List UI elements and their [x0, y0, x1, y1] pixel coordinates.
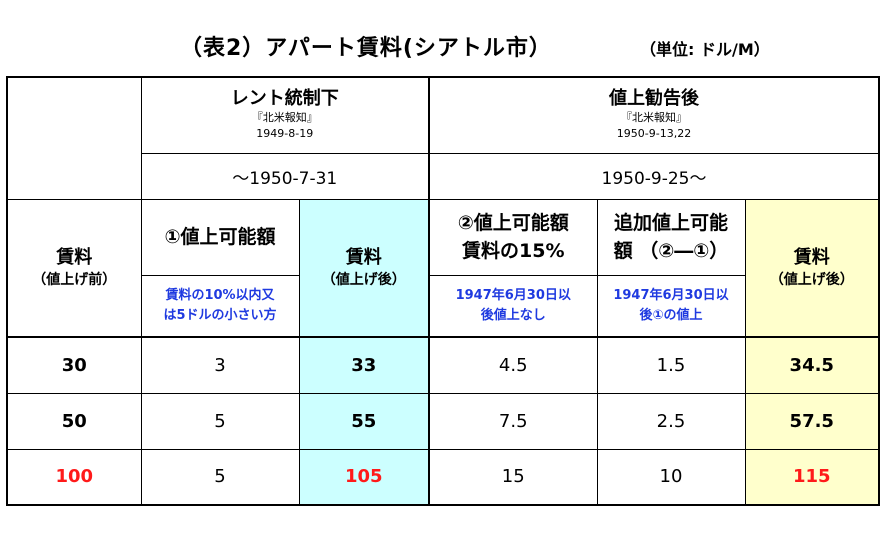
page-title: （表2）アパート賃料(シアトル市）	[180, 36, 552, 61]
col-increase2-note-line1: 1947年6月30日以	[455, 287, 571, 303]
col-additional-header: 追加値上可能 額 （②―①）	[597, 199, 746, 276]
rent-before-cell: 30	[6, 337, 142, 394]
unit-label: （単位: ドル/M）	[640, 40, 770, 59]
col-rent-after2-header: 賃料 （値上げ後）	[745, 199, 881, 338]
recommendation-title: 値上勧告後	[609, 88, 700, 110]
increase2-cell: 15	[429, 449, 598, 506]
increase1-cell: 5	[141, 393, 300, 450]
additional-cell: 2.5	[597, 393, 746, 450]
table-row: 50 5 55 7.5 2.5 57.5	[6, 393, 881, 450]
col-increase1-note-line2: は5ドルの小さい方	[163, 307, 277, 323]
rent-after2-cell: 115	[745, 449, 881, 506]
rent-control-header: レント統制下 『北米報知』 1949-8-19	[141, 76, 430, 154]
rent-after2-cell: 57.5	[745, 393, 881, 450]
col-additional-note-line2: 後①の値上	[639, 307, 703, 323]
corner-cell	[6, 76, 142, 200]
recommendation-period: 1950-9-25～	[429, 153, 881, 200]
additional-cell: 10	[597, 449, 746, 506]
col-rent-before-header: 賃料 （値上げ前）	[6, 199, 142, 338]
rent-after1-cell: 105	[299, 449, 430, 506]
rent-table: レント統制下 『北米報知』 1949-8-19 値上勧告後 『北米報知』 195…	[6, 76, 881, 506]
increase1-cell: 5	[141, 449, 300, 506]
col-rent-after2-label: 賃料	[793, 246, 830, 268]
col-rent-after1-label: 賃料	[345, 246, 382, 268]
col-additional-sublabel: 額 （②―①）	[613, 240, 729, 262]
recommendation-source: 『北米報知』	[621, 111, 688, 125]
col-increase1-note: 賃料の10%以内又 は5ドルの小さい方	[141, 275, 300, 338]
col-rent-after2-sublabel: （値上げ後）	[769, 271, 854, 288]
recommendation-header: 値上勧告後 『北米報知』 1950-9-13,22	[429, 76, 881, 154]
table-row: 30 3 33 4.5 1.5 34.5	[6, 337, 881, 394]
rent-before-cell: 100	[6, 449, 142, 506]
col-additional-label: 追加値上可能	[613, 212, 728, 234]
rent-control-title: レント統制下	[230, 88, 339, 110]
col-rent-after1-sublabel: （値上げ後）	[321, 271, 406, 288]
col-rent-before-label: 賃料	[56, 246, 93, 268]
col-rent-after1-header: 賃料 （値上げ後）	[299, 199, 430, 338]
increase1-cell: 3	[141, 337, 300, 394]
col-rent-before-sublabel: （値上げ前）	[32, 271, 117, 288]
rent-after1-cell: 55	[299, 393, 430, 450]
additional-cell: 1.5	[597, 337, 746, 394]
col-increase1-header: ①値上可能額	[141, 199, 300, 276]
col-increase2-note: 1947年6月30日以 後値上なし	[429, 275, 598, 338]
increase2-cell: 7.5	[429, 393, 598, 450]
col-increase2-header: ②値上可能額 賃料の15%	[429, 199, 598, 276]
rent-control-date: 1949-8-19	[256, 127, 314, 141]
table-row: 100 5 105 15 10 115	[6, 449, 881, 506]
increase2-cell: 4.5	[429, 337, 598, 394]
col-additional-note: 1947年6月30日以 後①の値上	[597, 275, 746, 338]
col-increase2-note-line2: 後値上なし	[480, 307, 546, 323]
rent-after1-cell: 33	[299, 337, 430, 394]
rent-before-cell: 50	[6, 393, 142, 450]
rent-control-period: ～1950-7-31	[141, 153, 430, 200]
col-increase1-note-line1: 賃料の10%以内又	[165, 287, 275, 303]
col-increase2-label: ②値上可能額	[457, 212, 569, 234]
col-increase2-sublabel: 賃料の15%	[462, 240, 565, 262]
rent-after2-cell: 34.5	[745, 337, 881, 394]
recommendation-date: 1950-9-13,22	[616, 127, 692, 141]
rent-control-source: 『北米報知』	[251, 111, 318, 125]
col-additional-note-line1: 1947年6月30日以	[613, 287, 729, 303]
